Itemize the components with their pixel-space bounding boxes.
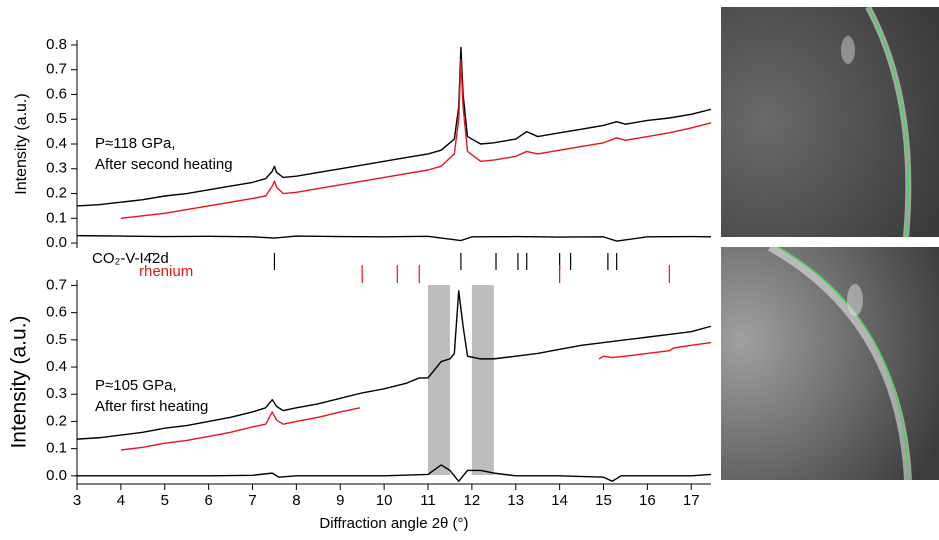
y-tick-label: 0.3 [46,160,67,177]
y-tick-label: 0.0 [46,234,67,251]
y-tick-label: 0.4 [46,135,67,152]
data-line [77,464,712,482]
y-tick-label: 0.5 [46,110,67,127]
y-tick-label: 0.2 [46,412,67,429]
x-tick-label: 14 [551,492,568,509]
x-tick-label: 3 [73,492,81,509]
x-tick-label: 4 [117,492,125,509]
y-tick-label: 0.1 [46,440,67,457]
y-tick-label: 0.3 [46,385,67,402]
x-tick-label: 10 [376,492,393,509]
y-tick-label: 0.5 [46,331,67,348]
annotation: After second heating [95,156,233,173]
data-line [76,234,712,242]
data-line [120,341,712,451]
detector-image-bottom [721,243,939,481]
data-line [76,46,712,207]
reflection-label: rhenium [139,263,193,280]
y-tick-label: 0.6 [46,85,67,102]
annotation: P≈105 GPa, [95,377,177,394]
y-tick-label: 0.6 [46,304,67,321]
x-tick-label: 7 [248,492,256,509]
x-axis-label: Diffraction angle 2θ (°) [319,515,468,532]
data-line [76,290,712,440]
x-tick-label: 12 [464,492,481,509]
x-tick-label: 11 [420,492,436,509]
y-tick-label: 0.7 [46,276,67,293]
y-axis-label: Intensity (a.u.) [13,93,30,194]
annotation: After first heating [95,398,208,415]
reflection-label: CO₂-V-I4̄2d [92,250,169,267]
excluded-region [471,285,494,475]
y-tick-label: 0.4 [46,358,67,375]
data-line [120,59,712,219]
x-tick-label: 16 [639,492,656,509]
annotation: P≈118 GPa, [95,135,176,152]
y-tick-label: 0.7 [46,61,67,78]
y-tick-label: 0.1 [46,209,67,226]
detector-image-top [721,5,939,238]
x-tick-label: 8 [292,492,300,509]
y-tick-label: 0.2 [46,184,67,201]
x-tick-label: 5 [161,492,169,509]
y-axis-label: Intensity (a.u.) [8,315,31,448]
excluded-region [428,285,450,475]
x-tick-label: 15 [595,492,612,509]
x-tick-label: 17 [683,492,700,509]
x-tick-label: 9 [336,492,344,509]
x-tick-label: 13 [507,492,524,509]
x-tick-label: 6 [204,492,212,509]
y-tick-label: 0.8 [46,36,67,53]
y-tick-label: 0.0 [46,467,67,484]
